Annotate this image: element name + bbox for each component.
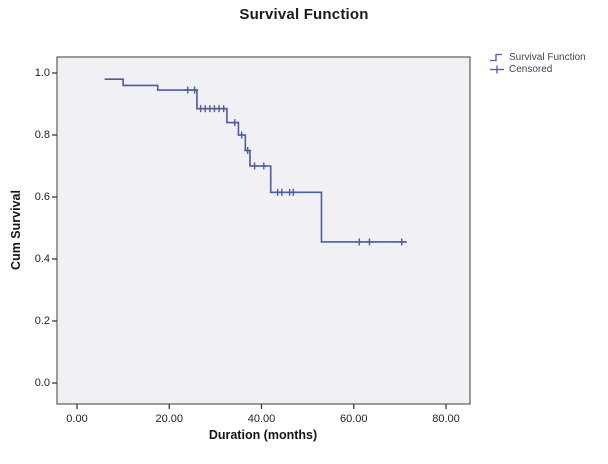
x-tick-label: 60.00 <box>339 413 368 425</box>
survival-curve <box>104 78 407 243</box>
plot-area <box>56 56 471 405</box>
x-axis-title: Duration (months) <box>208 428 318 442</box>
legend-item-censored: Censored <box>489 64 586 77</box>
y-tick-label: 1.0 <box>34 67 50 79</box>
x-tick-label: 0.00 <box>66 413 88 425</box>
x-tick-label: 20.00 <box>155 413 184 425</box>
y-axis-title: Cum Survival <box>9 190 23 270</box>
plus-marker-icon <box>490 65 504 74</box>
legend-label-censored: Censored <box>509 64 553 76</box>
legend-label-survival-function: Survival Function <box>509 51 586 63</box>
y-tick-label: 0.8 <box>34 129 50 141</box>
y-tick-label: 0.2 <box>34 315 50 327</box>
y-tick-label: 0.6 <box>34 191 50 203</box>
chart-title: Survival Function <box>239 6 369 23</box>
x-tick-label: 40.00 <box>247 413 276 425</box>
x-tick-label: 80.00 <box>432 413 460 425</box>
legend-item-survival-function: Survival Function <box>489 51 586 64</box>
legend: Survival Function Censored <box>489 51 586 76</box>
y-tick-label: 0.4 <box>34 253 50 265</box>
step-line-icon <box>490 53 502 61</box>
y-tick-label: 0.0 <box>34 377 50 389</box>
